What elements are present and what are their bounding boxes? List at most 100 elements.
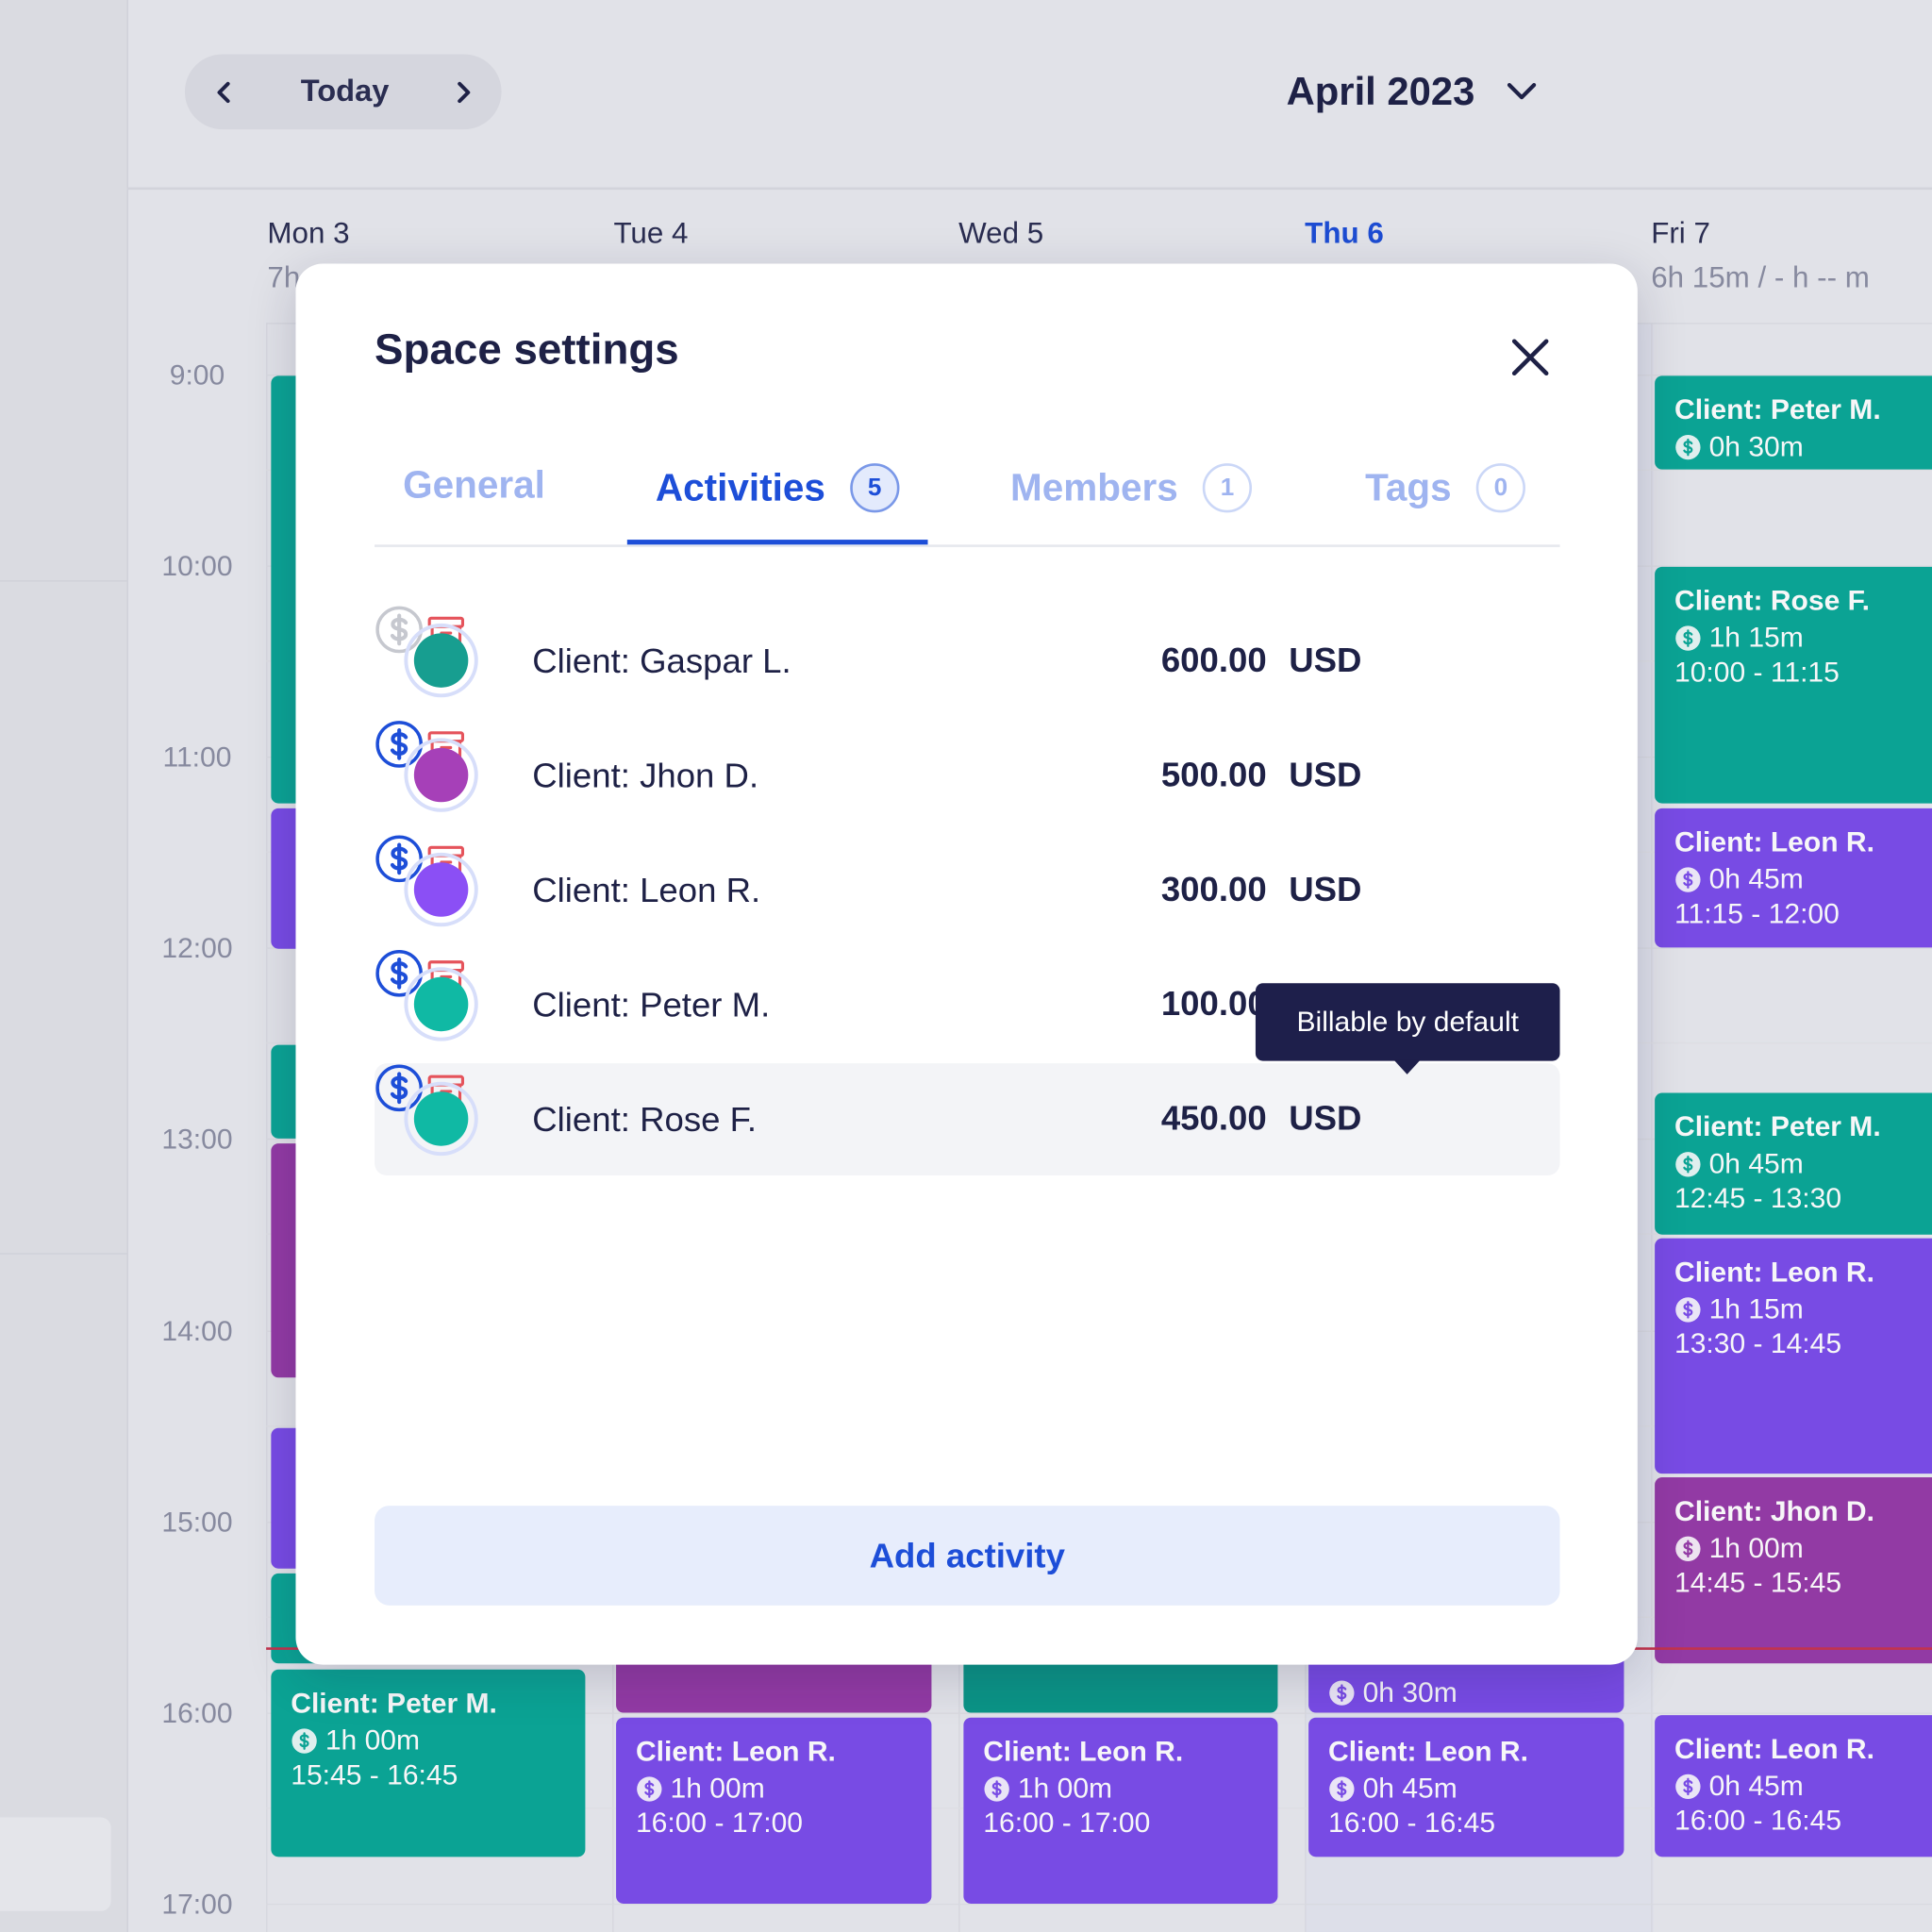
activity-rate: 300.00 bbox=[1160, 870, 1267, 908]
duration-text: 1h 00m bbox=[1708, 1531, 1804, 1564]
next-button[interactable] bbox=[451, 79, 475, 107]
sidebar-divider bbox=[0, 1253, 127, 1255]
day-label: Mon 3 bbox=[267, 216, 350, 251]
tab[interactable]: Members 1 bbox=[1010, 463, 1253, 513]
event-time: 16:00 - 17:00 bbox=[635, 1806, 804, 1839]
event-time: 15:45 - 16:45 bbox=[291, 1757, 458, 1790]
event[interactable]: Client: Rose F. 1h 15m 10:00 - 11:15 bbox=[1655, 566, 1932, 804]
modal-title: Space settings bbox=[375, 325, 679, 374]
event[interactable]: Client: Peter M. 0h 45m 12:45 - 13:30 bbox=[1655, 1092, 1932, 1235]
month-picker[interactable]: April 2023 bbox=[1286, 69, 1475, 114]
duration-text: 0h 45m bbox=[1362, 1772, 1457, 1805]
prev-button[interactable] bbox=[212, 79, 237, 107]
event-duration: 0h 30m bbox=[1328, 1675, 1457, 1708]
event-duration: 1h 00m bbox=[291, 1724, 420, 1757]
activity-rate: 450.00 bbox=[1160, 1099, 1267, 1138]
hour-label: 16:00 bbox=[161, 1696, 233, 1729]
duration-text: 1h 00m bbox=[1017, 1772, 1113, 1805]
activity-currency: USD bbox=[1289, 1099, 1362, 1138]
event[interactable]: Client: Leon R. 1h 00m 16:00 - 17:00 bbox=[616, 1717, 932, 1904]
activity-name: Client: Gaspar L. bbox=[532, 641, 791, 680]
event[interactable]: Client: Peter M. 0h 30m bbox=[1655, 375, 1932, 470]
event[interactable]: Client: Leon R. 0h 45m 16:00 - 16:45 bbox=[1655, 1715, 1932, 1857]
color-dot bbox=[413, 633, 469, 688]
sidebar-item[interactable] bbox=[0, 1817, 111, 1911]
event-time: 16:00 - 16:45 bbox=[1674, 1804, 1842, 1837]
activity-color[interactable] bbox=[404, 967, 478, 1041]
billable-icon bbox=[1675, 625, 1701, 651]
day-label: Thu 6 bbox=[1305, 216, 1384, 251]
hour-line bbox=[266, 1903, 1932, 1905]
event-title: Client: Peter M. bbox=[1674, 392, 1881, 425]
event[interactable]: Client: Jhon D. 1h 00m 14:45 - 15:45 bbox=[1655, 1477, 1932, 1664]
event[interactable]: Client: Leon R. 0h 45m 11:15 - 12:00 bbox=[1655, 808, 1932, 948]
event[interactable]: Client: Leon R. 1h 15m 13:30 - 14:45 bbox=[1655, 1238, 1932, 1474]
duration-text: 0h 30m bbox=[1362, 1675, 1457, 1708]
event-duration: 0h 30m bbox=[1674, 430, 1804, 463]
space-settings-modal: Space settings General Activities 5 Members… bbox=[295, 263, 1638, 1665]
event[interactable]: Client: Leon R. 0h 45m 16:00 - 16:45 bbox=[1308, 1717, 1624, 1857]
hour-label: 9:00 bbox=[169, 358, 225, 391]
hour-label: 15:00 bbox=[161, 1505, 233, 1538]
activity-color[interactable] bbox=[404, 852, 478, 927]
event-time: 11:15 - 12:00 bbox=[1674, 896, 1840, 929]
tab[interactable]: Activities 5 bbox=[655, 463, 900, 513]
tab[interactable]: Tags 0 bbox=[1365, 463, 1526, 513]
billable-icon bbox=[984, 1775, 1009, 1802]
event-title: Client: Leon R. bbox=[1327, 1735, 1528, 1767]
duration-text: 0h 45m bbox=[1708, 1146, 1804, 1179]
event[interactable]: Client: Peter M. 1h 00m 15:45 - 16:45 bbox=[271, 1669, 586, 1857]
day-label: Tue 4 bbox=[613, 216, 689, 251]
activity-color[interactable] bbox=[404, 738, 478, 812]
event-time: 12:45 - 13:30 bbox=[1674, 1181, 1842, 1214]
event-time: 10:00 - 11:15 bbox=[1674, 655, 1840, 688]
close-button[interactable] bbox=[1508, 335, 1553, 379]
event-title: Client: Jhon D. bbox=[1674, 1494, 1874, 1527]
billable-icon bbox=[1675, 434, 1701, 459]
tab[interactable]: General bbox=[403, 463, 545, 508]
color-dot bbox=[413, 862, 469, 917]
activity-row: Client: Rose F. 450.00 USD bbox=[375, 1063, 1560, 1176]
today-button[interactable]: Today bbox=[300, 74, 390, 108]
activity-row: Client: Jhon D. 500.00 USD bbox=[375, 720, 1559, 832]
activity-name: Client: Rose F. bbox=[532, 1100, 758, 1139]
event-duration: 1h 00m bbox=[1674, 1532, 1804, 1565]
add-activity-button[interactable]: Add activity bbox=[375, 1506, 1560, 1606]
tab-label: Tags bbox=[1365, 465, 1452, 509]
duration-text: 1h 15m bbox=[1708, 621, 1804, 654]
event-title: Client: Peter M. bbox=[291, 1687, 497, 1720]
hour-label: 14:00 bbox=[161, 1313, 233, 1346]
hour-label: 12:00 bbox=[161, 931, 233, 964]
activity-color[interactable] bbox=[404, 1081, 478, 1157]
activity-row: Client: Leon R. 300.00 USD bbox=[375, 834, 1559, 946]
event-time: 14:45 - 15:45 bbox=[1674, 1566, 1842, 1599]
billable-icon bbox=[1675, 1535, 1701, 1561]
activity-name: Client: Leon R. bbox=[532, 871, 761, 909]
event[interactable]: Client: Leon R. 1h 00m 16:00 - 17:00 bbox=[963, 1717, 1278, 1904]
tab-label: General bbox=[403, 463, 545, 507]
day-summary: 6h 15m / - h -- m bbox=[1651, 260, 1870, 295]
event-duration: 1h 00m bbox=[983, 1772, 1112, 1805]
day-summary: 7h bbox=[267, 260, 301, 295]
month-chevron[interactable] bbox=[1505, 77, 1540, 105]
event-duration: 1h 15m bbox=[1674, 1292, 1804, 1325]
color-dot bbox=[413, 1091, 469, 1146]
activity-name: Client: Jhon D. bbox=[532, 756, 759, 795]
column-line bbox=[1651, 323, 1653, 1932]
billable-icon bbox=[1675, 1774, 1701, 1799]
tab-label: Members bbox=[1010, 465, 1178, 509]
billable-icon bbox=[1675, 1296, 1701, 1322]
event-duration: 1h 00m bbox=[636, 1772, 765, 1805]
activity-color[interactable] bbox=[404, 623, 478, 698]
tab-count: 5 bbox=[850, 463, 900, 513]
billable-icon bbox=[1675, 1151, 1701, 1176]
duration-text: 1h 15m bbox=[1708, 1292, 1804, 1325]
tab-count: 0 bbox=[1475, 463, 1526, 513]
event-title: Client: Peter M. bbox=[1674, 1109, 1881, 1142]
activity-rate: 600.00 bbox=[1160, 641, 1267, 679]
activity-currency: USD bbox=[1289, 755, 1362, 794]
billable-icon bbox=[1675, 866, 1701, 892]
activity-currency: USD bbox=[1289, 870, 1362, 908]
tab-label: Activities bbox=[655, 465, 825, 509]
